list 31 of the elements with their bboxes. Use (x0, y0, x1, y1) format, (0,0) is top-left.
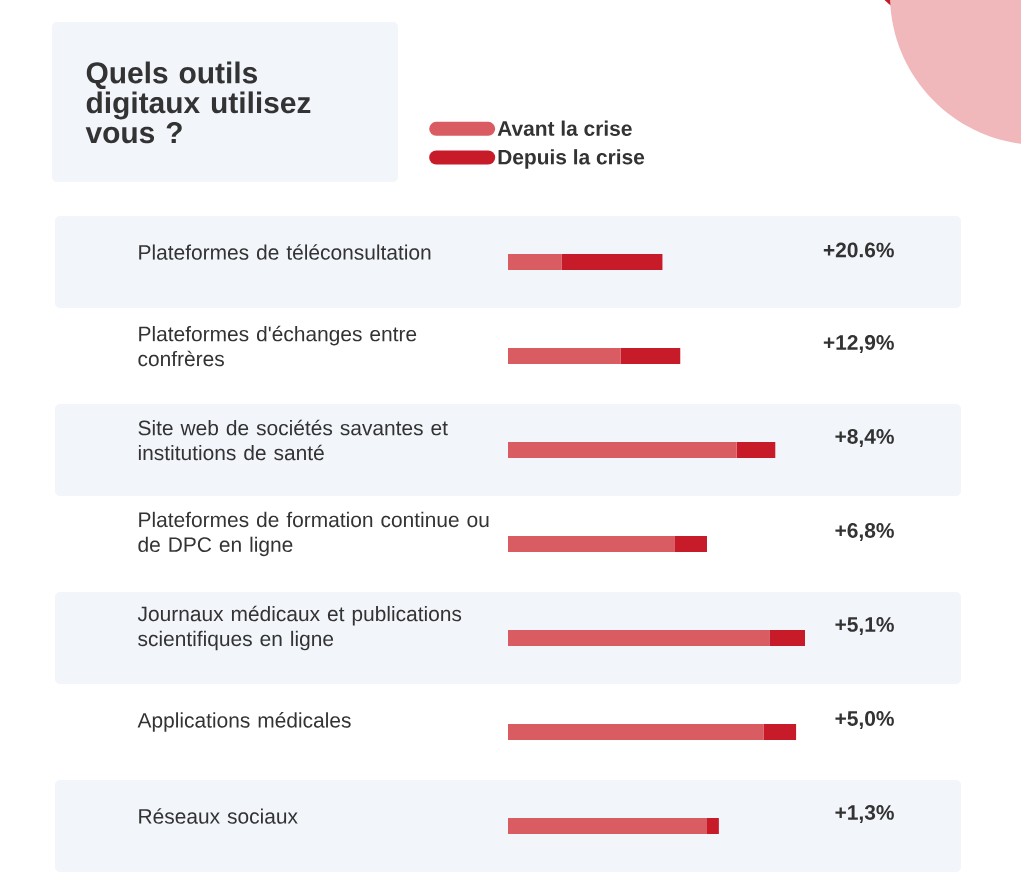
bar (561, 253, 663, 270)
bar (620, 347, 681, 364)
legend-label: Avant la crise (497, 120, 632, 136)
bar (508, 441, 737, 458)
bar (508, 535, 675, 552)
y-tick-label: Plateformes de téléconsultation (139, 244, 431, 260)
bar (508, 347, 621, 364)
bar (769, 629, 805, 646)
bar (736, 441, 776, 458)
bar (508, 629, 770, 646)
bar (508, 817, 707, 834)
bar (763, 723, 797, 740)
text: +8,4% (835, 429, 894, 447)
y-tick-label: Plateformes d'échanges entre confrères (138, 325, 417, 367)
y-tick-label: Réseaux sociaux (139, 808, 298, 824)
text: +1,3% (835, 805, 894, 823)
text: +5,0% (835, 711, 894, 729)
text: +5,1% (835, 617, 894, 635)
text: Quels outils digitaux utilisez vous ? (85, 61, 311, 144)
text: +20.6% (823, 242, 894, 258)
bar (674, 535, 707, 552)
y-tick-label: Journaux médicaux et publications scientifiques en ligne (137, 605, 462, 651)
bar (706, 817, 719, 834)
y-tick-label: Applications médicales (137, 712, 351, 732)
legend-label: Depuis la crise (498, 149, 645, 169)
text: +12,9% (823, 335, 894, 353)
bar (508, 253, 562, 270)
y-tick-label: Site web de sociétés savantes et institutions de santé (138, 419, 448, 461)
bar (508, 723, 764, 740)
text: +6,8% (835, 523, 894, 541)
y-tick-label: Plateformes de formation continue ou de DPC en ligne (138, 511, 489, 557)
